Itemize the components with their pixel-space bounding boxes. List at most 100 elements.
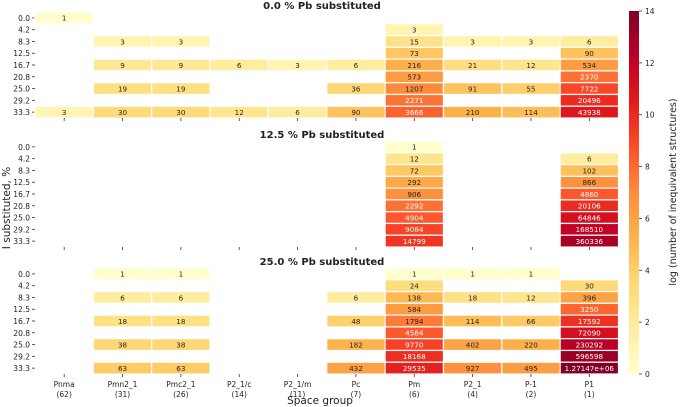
y-tick-label: 16.7 [13,190,30,199]
panel-title: 25.0 % Pb substituted [260,257,385,268]
cell-value-label: 534 [582,61,596,70]
y-tick-label: 25.0 [13,214,30,223]
panel-title: 0.0 % Pb substituted [263,1,381,12]
cell-value-label: 1 [179,270,184,279]
y-tick-label: 4.2 [18,282,30,291]
cell-value-label: 6 [237,61,242,70]
colorbar-tick-label: 6 [645,214,650,223]
cell-value-label: 927 [466,364,480,373]
y-tick-label: 25.0 [13,341,30,350]
y-tick-label: 33.3 [13,108,30,117]
x-tick-label: P1 [585,380,595,389]
cell-value-label: 3666 [405,108,424,117]
cell-value-label: 63 [176,364,185,373]
colorbar-tick-label: 0 [645,370,650,379]
y-tick-label: 0.0 [18,143,30,152]
cell-value-label: 396 [582,293,596,302]
cell-value-label: 30 [176,108,186,117]
y-tick-label: 0.0 [18,14,30,23]
heatmap-cell [34,11,94,25]
cell-value-label: 3 [412,25,417,34]
cell-value-label: 36 [351,84,361,93]
y-tick-label: 16.7 [13,61,30,70]
x-tick-label: P-1 [525,380,537,389]
y-tick-label: 12.5 [13,305,30,314]
cell-value-label: 6 [295,108,300,117]
cell-value-label: 72090 [578,329,601,338]
x-tick-count-label: (62) [56,390,71,399]
y-tick-label: 16.7 [13,317,30,326]
cell-value-label: 1207 [405,84,423,93]
cell-value-label: 29535 [403,364,426,373]
cell-value-label: 573 [407,73,421,82]
cell-value-label: 91 [468,84,477,93]
cell-value-label: 17592 [578,317,601,326]
cell-value-label: 1.27147e+06 [565,364,615,373]
cell-value-label: 1 [470,270,475,279]
cell-value-label: 216 [407,61,421,70]
colorbar-tick-label: 14 [645,7,655,16]
cell-value-label: 18 [118,317,128,326]
x-tick-count-label: (26) [173,390,188,399]
x-tick-label: P2_1/c [227,380,251,389]
cell-value-label: 63 [118,364,127,373]
cell-value-label: 7722 [580,84,598,93]
x-tick-count-label: (2) [526,390,537,399]
x-tick-label: Pmn2_1 [108,380,138,389]
cell-value-label: 1794 [405,317,424,326]
cell-value-label: 210 [466,108,480,117]
cell-value-label: 12 [410,154,419,163]
cell-value-label: 12 [526,61,535,70]
cell-value-label: 14799 [403,237,426,246]
y-tick-label: 29.2 [13,96,30,105]
cell-value-label: 3 [295,61,300,70]
cell-value-label: 402 [466,340,480,349]
cell-value-label: 182 [349,340,363,349]
heatmap-panel: 12.5 % Pb substituted 0.0 1 4.2 12 6 8.3 72 102 1… [13,130,620,251]
cell-value-label: 906 [407,190,421,199]
panel-title: 12.5 % Pb substituted [260,130,385,141]
y-tick-label: 4.2 [18,26,30,35]
cell-value-label: 596598 [576,352,604,361]
cell-value-label: 220 [524,340,538,349]
cell-value-label: 9084 [405,225,424,234]
y-tick-label: 20.8 [13,202,30,211]
cell-value-label: 6 [120,293,125,302]
heatmap-cell [151,314,211,328]
cell-value-label: 64846 [578,213,601,222]
x-tick-label: Pmc2_1 [166,380,195,389]
cell-value-label: 90 [351,108,361,117]
cell-value-label: 6 [354,61,359,70]
cell-value-label: 9770 [405,340,424,349]
x-tick-label: Pm [408,380,420,389]
cell-value-label: 18168 [403,352,426,361]
cell-value-label: 114 [524,108,538,117]
cell-value-label: 6 [179,293,184,302]
cell-value-label: 2292 [405,202,423,211]
x-tick-label: P2_1 [464,380,482,389]
colorbar-label: log (number of inequivalent structures) [668,98,679,285]
cell-value-label: 48 [351,317,361,326]
y-tick-label: 12.5 [13,49,30,58]
cell-value-label: 18 [468,293,478,302]
x-tick-label: P2_1/m [284,380,312,389]
cell-value-label: 1 [120,270,125,279]
cell-value-label: 4904 [405,213,424,222]
cell-value-label: 495 [524,364,538,373]
y-tick-label: 29.2 [13,225,30,234]
y-tick-label: 4.2 [18,155,30,164]
cell-value-label: 30 [118,108,128,117]
cell-value-label: 20106 [578,202,601,211]
x-tick-count-label: (1) [584,390,595,399]
x-tick-labels: Pnma(62) Pmn2_1(31) Pmc2_1(26) P2_1/c(14) P2… [54,380,595,399]
cell-value-label: 38 [118,340,128,349]
x-tick-count-label: (11) [290,390,305,399]
cell-value-label: 3 [470,37,475,46]
cell-value-label: 1 [412,143,417,152]
y-tick-label: 29.2 [13,352,30,361]
cell-value-label: 55 [526,84,535,93]
cell-value-label: 15 [410,37,419,46]
y-tick-label: 8.3 [18,293,30,302]
cell-value-label: 21 [468,61,477,70]
